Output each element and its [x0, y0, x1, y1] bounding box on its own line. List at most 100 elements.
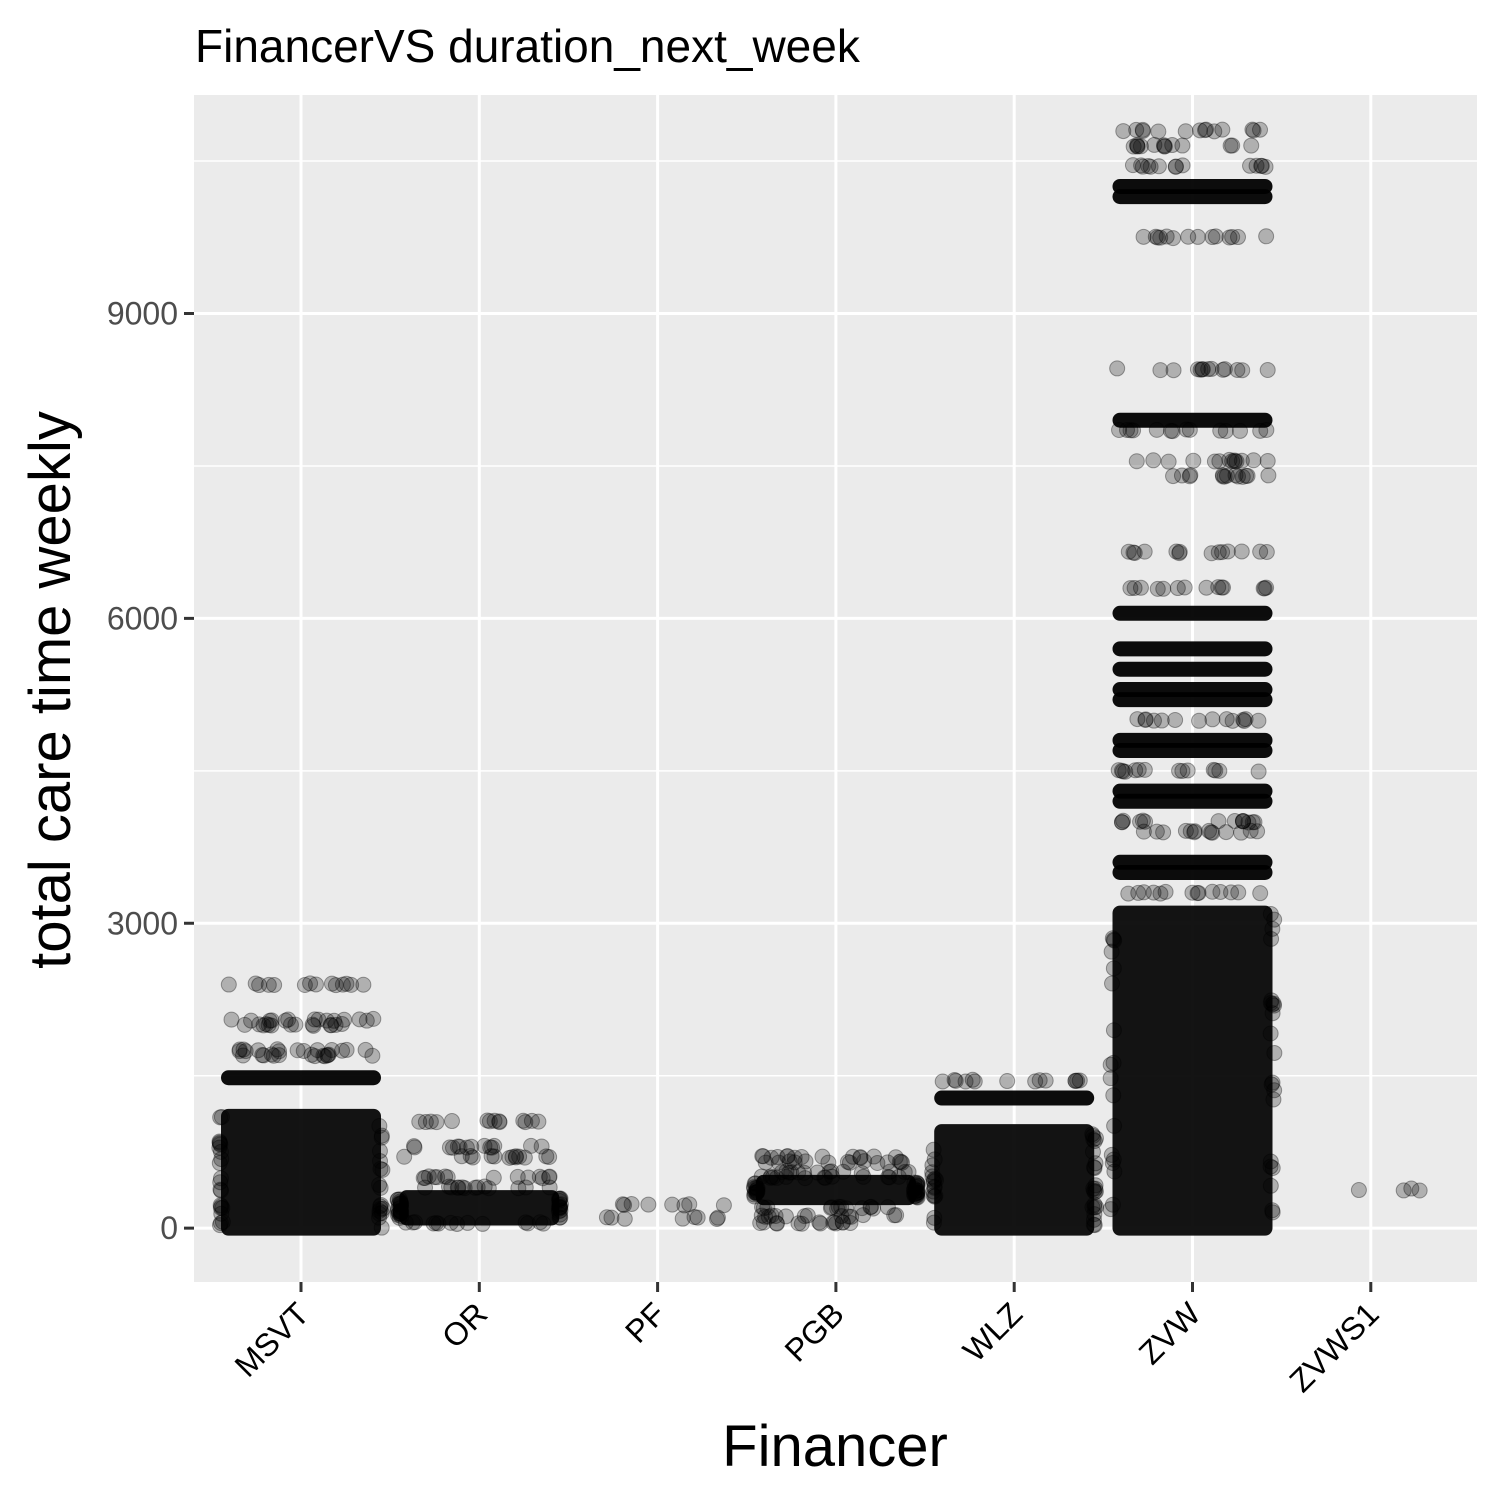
data-point: [235, 1041, 252, 1058]
data-point: [551, 1209, 568, 1226]
data-point: [519, 1215, 536, 1232]
data-point: [392, 1205, 409, 1222]
data-point: [748, 1179, 765, 1196]
data-point: [303, 1046, 320, 1063]
series-wlz: [924, 1071, 1105, 1236]
data-point: [616, 1197, 633, 1214]
data-point: [1135, 228, 1152, 245]
data-point: [1122, 422, 1139, 439]
data-point: [1189, 361, 1206, 378]
data-point: [1148, 823, 1165, 840]
data-point: [1084, 1126, 1101, 1143]
data-point: [1067, 1072, 1084, 1089]
data-point: [748, 1182, 765, 1199]
data-point: [1169, 580, 1186, 597]
data-point: [823, 1199, 840, 1216]
data-point: [1228, 453, 1245, 470]
data-point: [1257, 158, 1274, 175]
data-point: [1149, 229, 1166, 246]
data-point: [909, 1182, 926, 1199]
data-point: [1103, 1146, 1120, 1163]
data-point: [212, 1143, 229, 1160]
data-point: [752, 1215, 769, 1232]
data-point: [1227, 467, 1244, 484]
data-point: [1224, 137, 1241, 154]
data-point: [1214, 579, 1231, 596]
data-point: [1167, 158, 1184, 175]
data-point: [260, 976, 277, 993]
data-point: [351, 1011, 368, 1028]
data-point: [839, 1153, 856, 1170]
data-point: [1086, 1184, 1103, 1201]
data-point: [603, 1209, 620, 1226]
x-tick-label: ZVW: [1132, 1295, 1208, 1371]
data-point: [790, 1164, 807, 1181]
data-point: [1132, 138, 1149, 155]
x-tick-label: WLZ: [956, 1295, 1029, 1368]
data-point: [213, 1108, 230, 1125]
data-point: [1250, 763, 1267, 780]
data-point: [783, 1164, 800, 1181]
data-point: [517, 1179, 534, 1196]
data-point: [1223, 884, 1240, 901]
data-point: [1264, 1202, 1281, 1219]
data-point: [211, 1134, 228, 1151]
data-point: [1174, 157, 1191, 174]
data-point: [809, 1164, 826, 1181]
data-point: [1145, 884, 1162, 901]
data-point: [1234, 468, 1251, 485]
data-point: [924, 1157, 941, 1174]
data-point: [747, 1184, 764, 1201]
data-point: [1221, 451, 1238, 468]
data-point: [1262, 994, 1279, 1011]
data-point: [211, 1139, 228, 1156]
data-point: [909, 1176, 926, 1193]
data-point: [441, 1139, 458, 1156]
data-point: [754, 1148, 771, 1165]
x-tick-label: MSVT: [228, 1295, 316, 1383]
data-point: [396, 1148, 413, 1165]
data-point: [1207, 228, 1224, 245]
data-point: [1217, 423, 1234, 440]
data-point: [420, 1168, 437, 1185]
data-point: [746, 1180, 763, 1197]
data-point: [1235, 813, 1252, 830]
data-point: [523, 1112, 540, 1129]
data-point: [389, 1191, 406, 1208]
series-pgb: [745, 1148, 926, 1232]
data-point: [1262, 1177, 1279, 1194]
data-point: [1132, 813, 1149, 830]
data-point: [1266, 1044, 1283, 1061]
data-point: [213, 1151, 230, 1168]
data-point: [1211, 762, 1228, 779]
data-point: [834, 1214, 851, 1231]
data-point: [763, 1149, 780, 1166]
data-point: [855, 1168, 872, 1185]
data-point: [1203, 360, 1220, 377]
data-point: [393, 1204, 410, 1221]
data-point: [371, 1205, 388, 1222]
data-point: [277, 1012, 294, 1029]
data-point: [1194, 361, 1211, 378]
data-point: [1235, 812, 1252, 829]
data-point: [476, 1178, 493, 1195]
data-point: [1232, 422, 1249, 439]
data-point: [453, 1148, 470, 1165]
data-point: [1069, 1072, 1086, 1089]
data-point: [551, 1198, 568, 1215]
data-point: [778, 1168, 795, 1185]
data-point: [1164, 137, 1181, 154]
data-point: [509, 1168, 526, 1185]
data-point: [282, 1016, 299, 1033]
data-point: [1204, 229, 1221, 246]
data-point: [440, 1178, 457, 1195]
data-point: [879, 1199, 896, 1216]
data-point: [263, 1046, 280, 1063]
data-point: [393, 1199, 410, 1216]
data-point: [1180, 228, 1197, 245]
data-point: [926, 1178, 943, 1195]
data-point: [211, 1155, 228, 1172]
data-point: [247, 975, 264, 992]
data-point: [449, 1215, 466, 1232]
data-point: [250, 1042, 267, 1059]
